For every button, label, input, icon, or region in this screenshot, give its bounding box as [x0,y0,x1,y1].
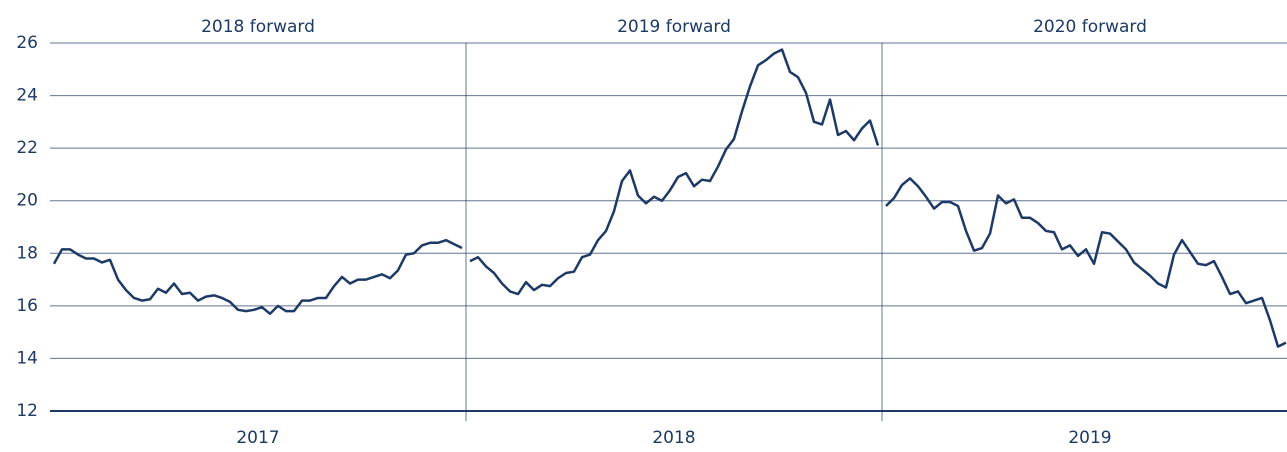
x-axis-label: 2019 [1068,428,1111,448]
y-tick-label: 26 [16,33,38,53]
panel-title: 2018 forward [201,17,315,37]
panel-title: 2020 forward [1033,17,1147,37]
x-axis-label: 2018 [652,428,695,448]
x-axis-label: 2017 [236,428,279,448]
panel-title: 2019 forward [617,17,731,37]
y-tick-label: 14 [16,348,38,368]
y-tick-label: 24 [16,86,38,106]
y-tick-label: 20 [16,191,38,211]
line-series [885,177,1287,348]
line-series [52,238,463,315]
y-tick-label: 18 [16,243,38,263]
y-tick-label: 22 [16,138,38,158]
y-tick-label: 12 [16,401,38,421]
y-tick-label: 16 [16,296,38,316]
line-series [469,48,880,296]
